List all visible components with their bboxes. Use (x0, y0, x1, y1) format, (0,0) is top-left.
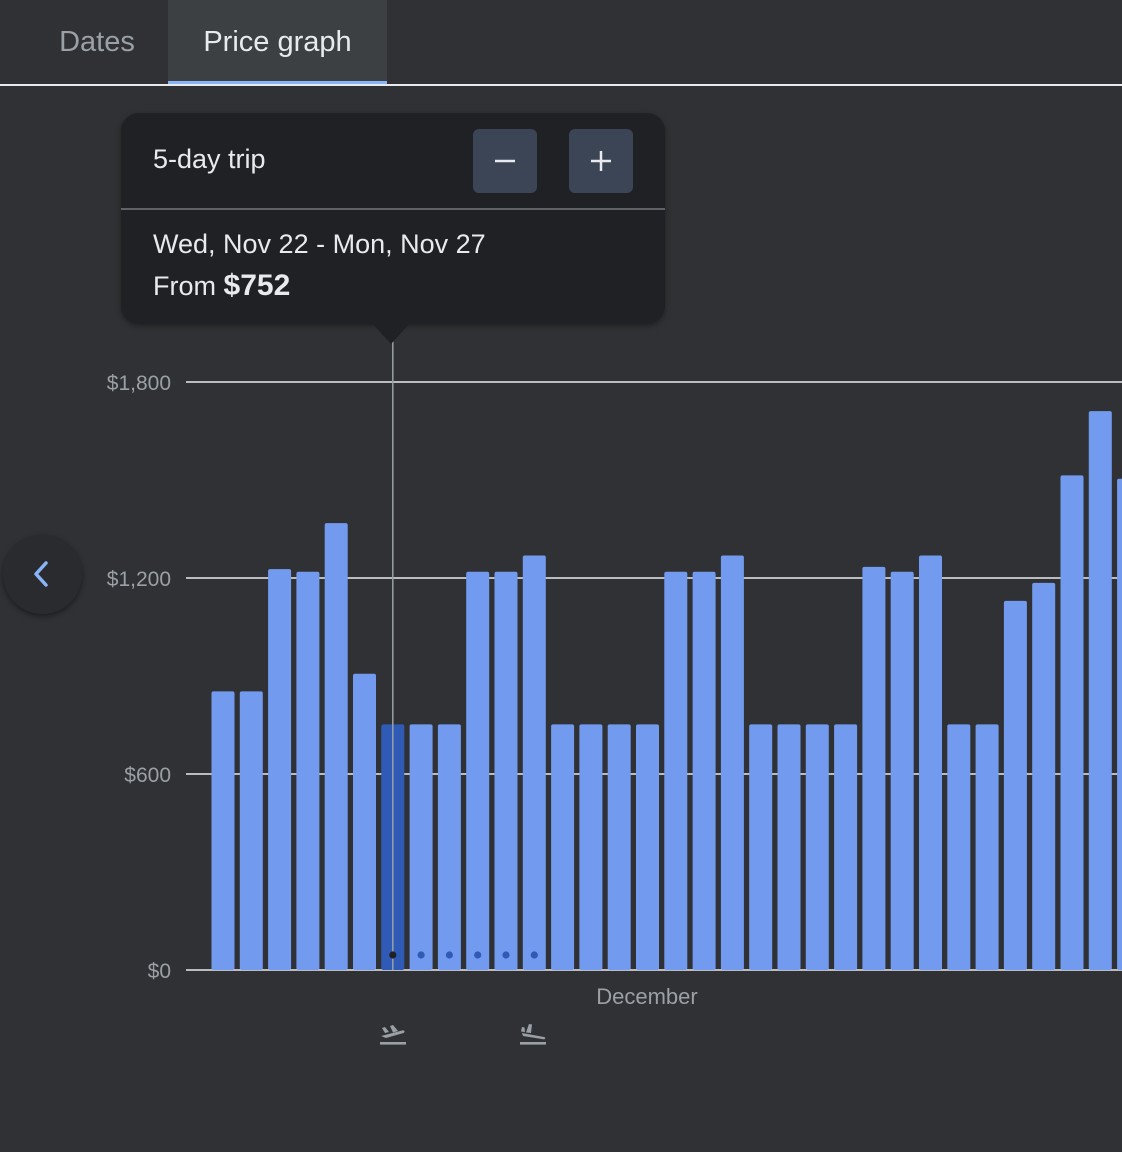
y-tick-label: $1,200 (107, 568, 171, 591)
trip-day-dot (417, 951, 425, 959)
price-bar[interactable] (805, 724, 829, 970)
tab-bar: Dates Price graph (0, 0, 1122, 86)
previous-dates-button[interactable] (3, 535, 82, 614)
price-bar[interactable] (1032, 582, 1056, 970)
price-bar[interactable] (1088, 411, 1112, 970)
trip-popup: 5-day trip Wed, Nov 22 - Mon, Nov 27 Fro… (121, 113, 665, 324)
y-tick-label: $600 (124, 764, 171, 787)
bars (211, 411, 1122, 970)
flight-land-icon (520, 1024, 546, 1045)
price-bar[interactable] (579, 724, 603, 970)
price-bar[interactable] (862, 566, 886, 970)
price-bar[interactable] (1060, 475, 1084, 970)
price-bar[interactable] (749, 724, 773, 970)
popup-header: 5-day trip (121, 113, 665, 210)
price-bar[interactable] (1003, 600, 1027, 970)
trip-day-dots (389, 951, 538, 959)
price-bar[interactable] (353, 673, 376, 970)
price-bar[interactable] (522, 555, 546, 970)
flight-takeoff-icon (380, 1025, 406, 1045)
price-bar[interactable] (494, 571, 518, 970)
chevron-left-icon (34, 561, 48, 587)
price-bar[interactable] (692, 571, 716, 970)
decrease-trip-length-button[interactable] (473, 129, 537, 193)
price-bar[interactable] (919, 555, 942, 970)
price-bar[interactable] (296, 571, 320, 970)
month-label: December (596, 984, 697, 1009)
plus-icon (591, 151, 611, 171)
price-bar[interactable] (1117, 478, 1122, 970)
increase-trip-length-button[interactable] (569, 129, 633, 193)
price-bar[interactable] (409, 724, 433, 970)
price-bar[interactable] (437, 724, 461, 970)
price-bar[interactable] (834, 724, 858, 970)
trip-day-dot (530, 951, 538, 959)
price-bar[interactable] (268, 569, 292, 970)
trip-length-label: 5-day trip (153, 144, 266, 174)
price-bar[interactable] (947, 724, 971, 970)
price-bar[interactable] (890, 571, 914, 970)
trip-dates: Wed, Nov 22 - Mon, Nov 27 (153, 229, 486, 259)
price-bar[interactable] (636, 724, 659, 970)
trip-day-dot (502, 951, 510, 959)
trip-day-dot (389, 951, 397, 959)
price-amount: $752 (223, 269, 291, 302)
minus-icon (495, 159, 515, 163)
tab-price-graph-label: Price graph (203, 25, 352, 58)
trip-day-dot (474, 951, 482, 959)
tab-dates[interactable]: Dates (59, 25, 135, 58)
tab-price-graph[interactable]: Price graph (168, 0, 387, 84)
tab-selected-indicator (168, 81, 387, 84)
price-bar[interactable] (551, 724, 575, 970)
price-prefix: From (153, 271, 216, 301)
popup-pointer (371, 322, 411, 344)
price-bar[interactable] (777, 724, 801, 970)
price-bar[interactable] (664, 571, 688, 970)
price-bar[interactable] (324, 523, 348, 970)
price-bar[interactable] (239, 691, 263, 970)
y-tick-label: $0 (148, 960, 171, 983)
price-bar[interactable] (466, 571, 490, 970)
trip-price: From $752 (153, 269, 290, 303)
price-bar[interactable] (211, 691, 235, 970)
y-tick-label: $1,800 (107, 372, 171, 395)
trip-day-dot (445, 951, 453, 959)
price-bar[interactable] (607, 724, 631, 970)
price-bar[interactable] (975, 724, 999, 970)
y-axis-labels: $0 $600 $1,200 $1,800 (107, 372, 171, 983)
price-bar[interactable] (720, 555, 744, 970)
